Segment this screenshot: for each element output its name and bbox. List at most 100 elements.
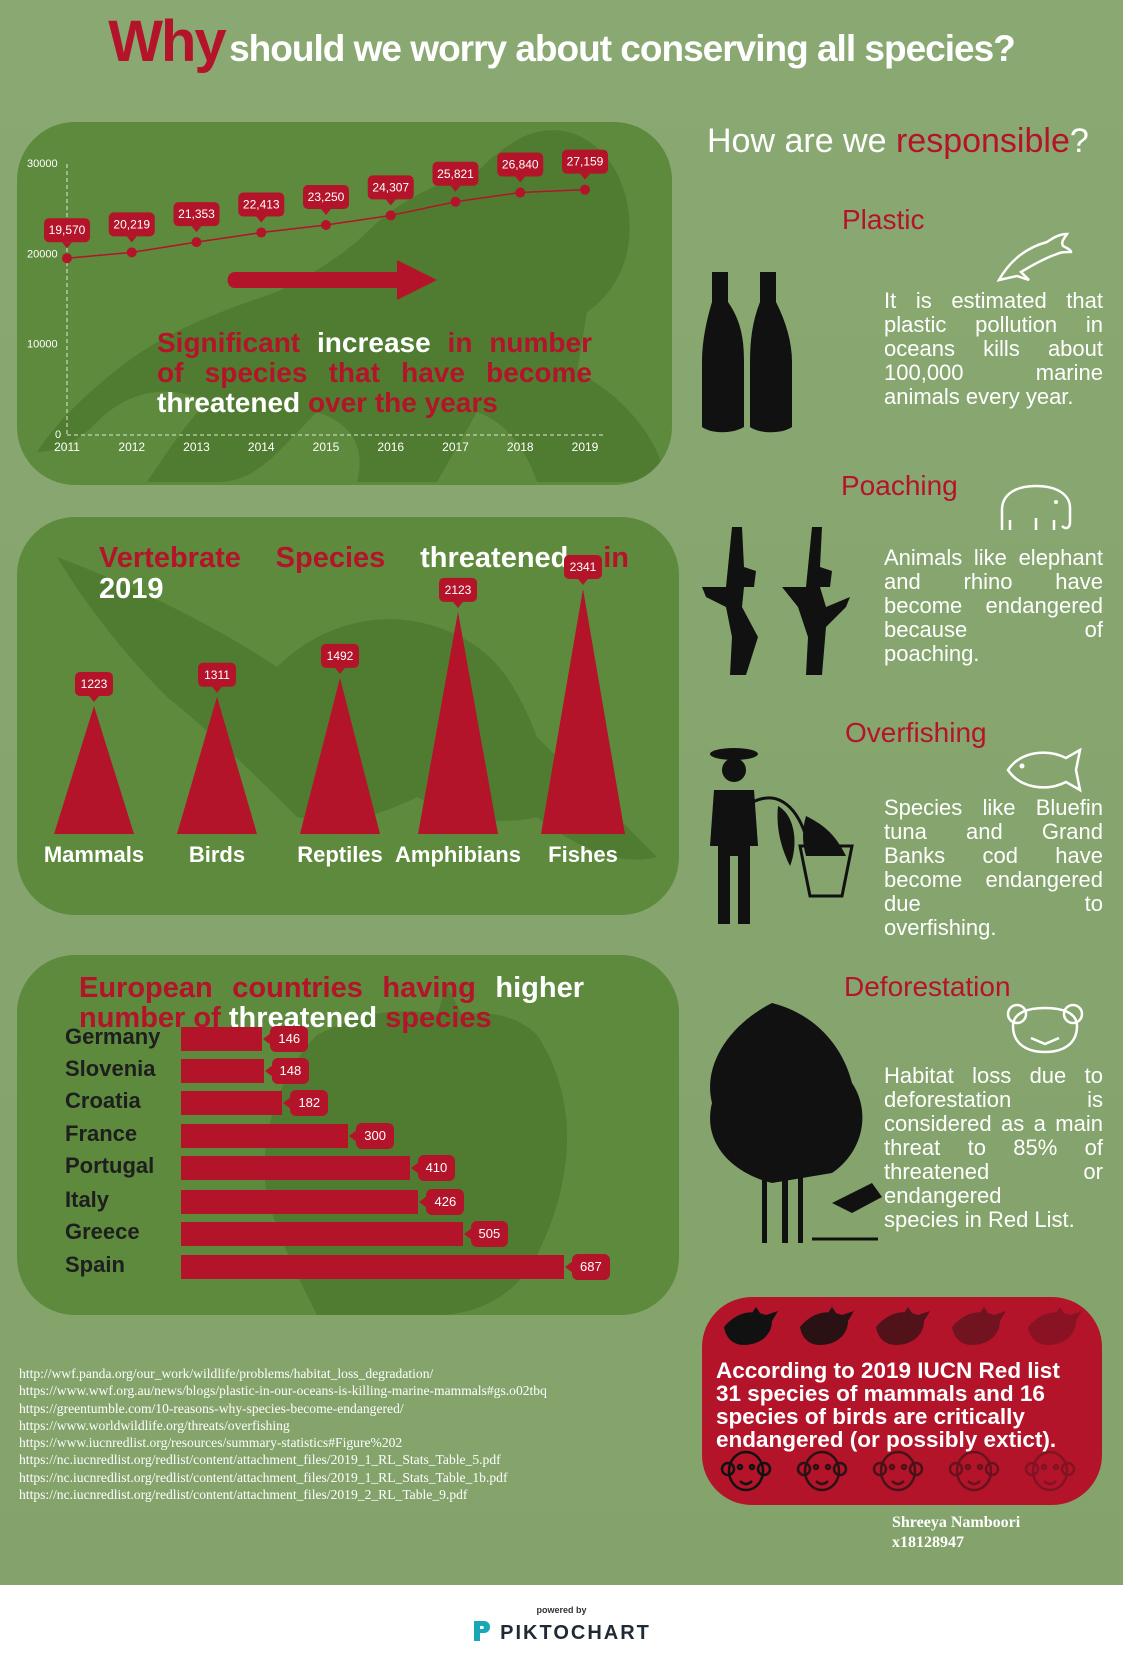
threatened-line-chart: 0 10000 20000 30000 2011 2012 2013 2014 2015 2016…	[27, 149, 608, 454]
bird-silhouette-bg	[57, 557, 657, 860]
source-link[interactable]: https://www.worldwildlife.org/threats/ov…	[19, 1417, 290, 1433]
vertebrate-value-label: 2341	[564, 555, 602, 585]
heading-prefix: How are we	[707, 122, 896, 160]
bird-icon	[876, 1307, 930, 1345]
title-word: countries	[232, 972, 363, 1004]
threatened-trend-panel: 0 10000 20000 30000 2011 2012 2013 2014 2015 2016…	[17, 122, 672, 485]
cause-title-deforestation: Deforestation	[844, 971, 1011, 1002]
bird-icon	[952, 1307, 1006, 1345]
data-point	[126, 247, 137, 258]
bird-icon	[800, 1307, 854, 1345]
europe-panel: European countries having higher number …	[17, 955, 679, 1315]
cause-text-plastic: It is estimated that plastic pollution i…	[884, 289, 1103, 409]
svg-text:23,250: 23,250	[308, 190, 345, 204]
bear-icon	[1006, 1003, 1084, 1054]
europe-value-label: 505	[463, 1221, 509, 1247]
data-point	[450, 196, 461, 207]
data-label: 25,821	[432, 161, 479, 192]
x-tick-label: 2013	[183, 440, 210, 454]
title-rest: should we worry about conserving all spe…	[229, 28, 1016, 69]
svg-text:19,570: 19,570	[49, 223, 86, 237]
europe-bar	[181, 1124, 349, 1148]
svg-text:2341: 2341	[570, 560, 597, 574]
vertebrate-category-label: Amphibians	[395, 842, 521, 867]
monkey-icon	[796, 1450, 848, 1492]
redlist-statement: According to 2019 IUCN Red list 31 speci…	[716, 1358, 1060, 1452]
cause-text-last: species in Red List.	[884, 1207, 1075, 1232]
line-chart-caption: Significant increase in number of specie…	[157, 328, 592, 418]
data-point	[385, 210, 396, 221]
source-link[interactable]: https://greentumble.com/10-reasons-why-s…	[19, 1400, 404, 1416]
y-tick-label: 30000	[27, 158, 58, 170]
cause-text-poaching: Animals like elephant and rhino have bec…	[884, 546, 1103, 666]
cause-text-last: overfishing.	[884, 915, 997, 940]
europe-country-label: Germany	[65, 1024, 161, 1049]
cause-title-overfishing: Overfishing	[845, 717, 987, 748]
y-tick-label: 20000	[27, 248, 58, 260]
x-tick-label: 2017	[442, 440, 469, 454]
source-link[interactable]: https://nc.iucnredlist.org/redlist/conte…	[19, 1487, 468, 1503]
data-point	[321, 219, 331, 230]
x-tick-label: 2016	[377, 440, 404, 454]
data-point	[191, 237, 202, 248]
vertebrate-title: Vertebrate Species threatened in	[99, 543, 629, 573]
x-tick-label: 2018	[507, 440, 534, 454]
vertebrate-triangle	[177, 696, 257, 834]
vertebrate-value-label: 1492	[321, 643, 359, 674]
vertebrate-value-label: 2123	[439, 577, 477, 608]
vertebrate-category-label: Reptiles	[297, 842, 383, 867]
europe-value-label: 148	[264, 1058, 310, 1084]
svg-text:20,219: 20,219	[113, 217, 150, 231]
data-label: 19,570	[44, 218, 90, 249]
data-label: 26,840	[497, 152, 544, 183]
europe-country-label: Greece	[65, 1219, 140, 1244]
vertebrate-title-year: 2019	[99, 573, 164, 605]
svg-text:27,159: 27,159	[567, 155, 604, 169]
sources-list: http://wwf.panda.org/our_work/wildlife/p…	[19, 1365, 559, 1503]
europe-country-label: Portugal	[65, 1153, 155, 1178]
vertebrate-triangle	[418, 611, 498, 834]
title-word: threatened	[420, 542, 569, 574]
cause-text-last: animals every year.	[884, 384, 1074, 409]
cause-text-last: poaching.	[884, 641, 980, 666]
caption-line-3: threatened over the years	[157, 388, 592, 418]
svg-text:2123: 2123	[445, 583, 472, 597]
europe-bar	[181, 1255, 564, 1279]
cause-text-body: Animals like elephant and rhino have bec…	[884, 545, 1103, 642]
caption-word: threatened	[157, 387, 308, 418]
cause-text-deforestation: Habitat loss due to deforestation is con…	[884, 1064, 1103, 1232]
source-link[interactable]: https://www.iucnredlist.org/resources/su…	[19, 1435, 403, 1451]
caption-word: in number	[447, 327, 592, 358]
monkey-icon	[720, 1450, 772, 1492]
monkey-silhouette-bg	[37, 130, 667, 482]
source-link[interactable]: https://www.wwf.org.au/news/blogs/plasti…	[19, 1383, 547, 1399]
bird-icon	[724, 1307, 778, 1345]
responsible-heading: How are we responsible?	[707, 122, 1089, 161]
piktochart-logo-icon	[474, 1621, 491, 1641]
x-tick-label: 2014	[248, 440, 275, 454]
vertebrate-value-label: 1223	[75, 672, 113, 703]
author-name: Shreeya Namboori	[892, 1514, 1021, 1531]
europe-bar	[181, 1156, 410, 1180]
source-link[interactable]: https://nc.iucnredlist.org/redlist/conte…	[19, 1452, 501, 1468]
europe-value-label: 146	[263, 1026, 309, 1052]
europe-bar	[181, 1190, 419, 1214]
source-link[interactable]: http://wwf.panda.org/our_work/wildlife/p…	[19, 1366, 434, 1381]
vertebrate-triangle-chart: 1223 1311 1492 2123 2341	[54, 555, 625, 834]
svg-text:1492: 1492	[327, 649, 354, 663]
data-label: 23,250	[303, 184, 349, 215]
europe-value-label: 426	[419, 1189, 465, 1215]
source-link[interactable]: https://nc.iucnredlist.org/redlist/conte…	[19, 1469, 508, 1485]
title-why: Why	[108, 9, 226, 74]
piktochart-brand[interactable]: PIKTOCHART	[0, 1619, 1123, 1645]
title-word: higher	[495, 972, 585, 1004]
author-credit: Shreeya Namboori x18128947	[892, 1513, 1020, 1553]
bird-icon	[1028, 1307, 1082, 1345]
svg-text:21,353: 21,353	[178, 207, 215, 221]
data-point	[515, 187, 526, 198]
caption-line-2: of species that have become	[157, 358, 592, 388]
svg-text:24,307: 24,307	[372, 180, 409, 194]
data-label: 27,159	[562, 149, 608, 180]
svg-text:25,821: 25,821	[437, 167, 474, 181]
infographic-title: Why should we worry about conserving all…	[0, 8, 1123, 75]
